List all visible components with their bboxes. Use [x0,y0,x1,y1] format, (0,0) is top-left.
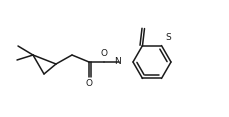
Text: O: O [100,49,107,58]
Text: S: S [164,33,170,42]
Text: O: O [85,79,92,88]
Text: N: N [114,57,121,66]
